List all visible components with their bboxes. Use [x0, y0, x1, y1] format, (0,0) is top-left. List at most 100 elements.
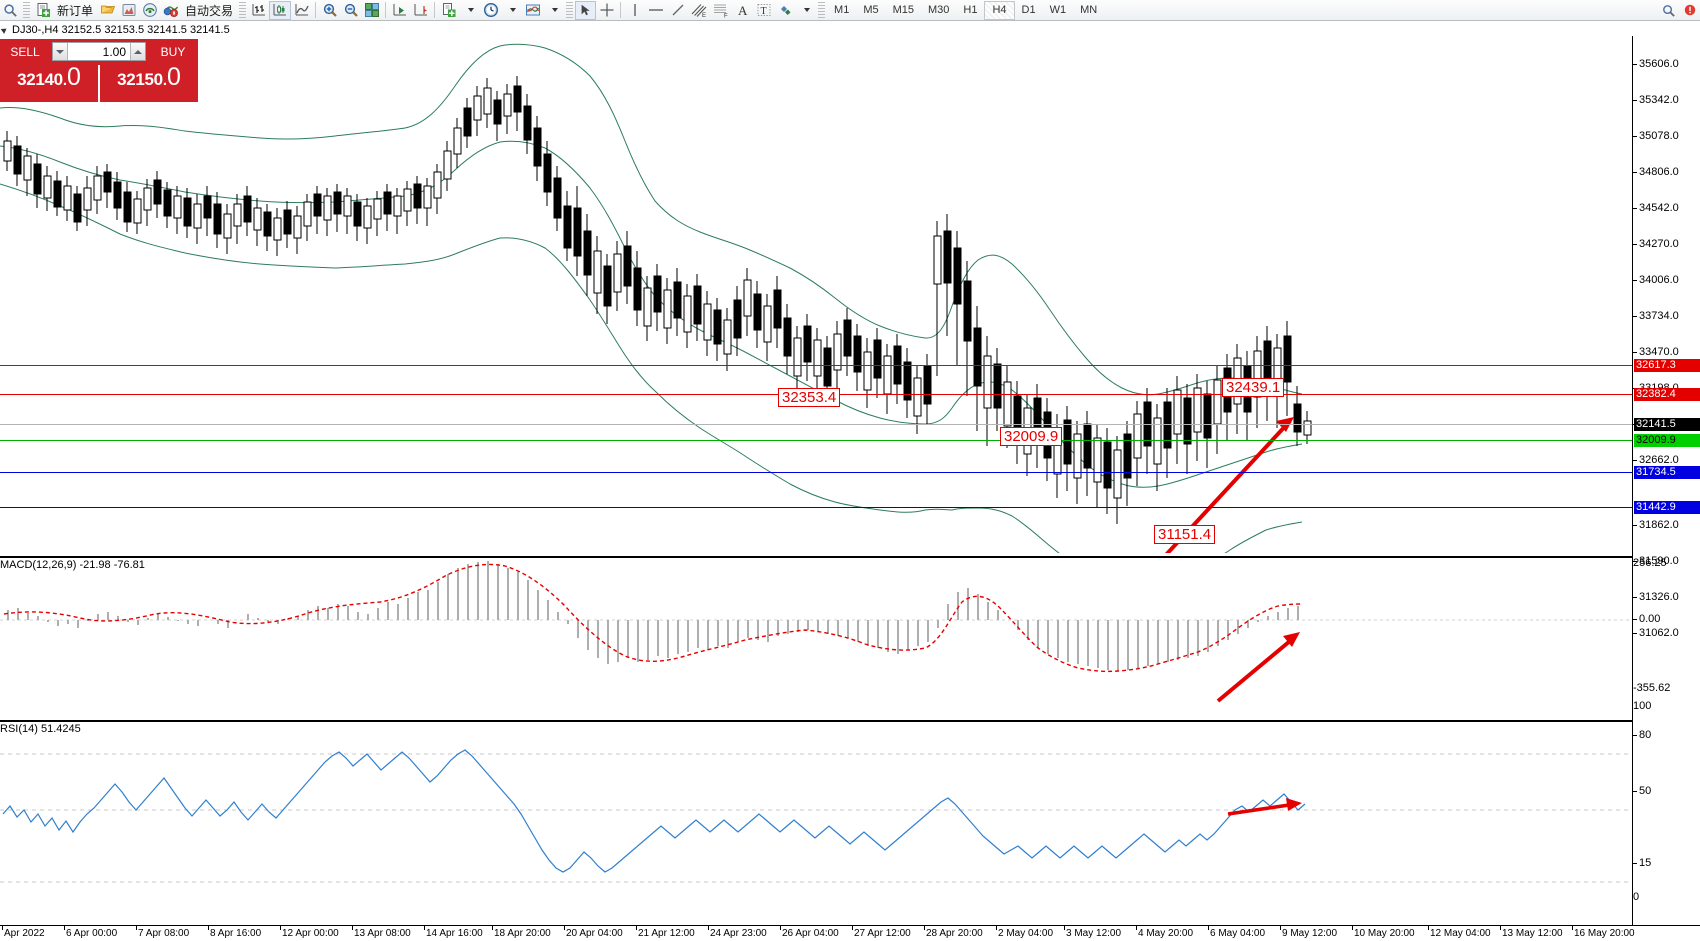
timeframe-w1[interactable]: W1 [1049, 4, 1067, 16]
trendline-icon[interactable] [667, 1, 688, 20]
help-icon[interactable] [1658, 1, 1679, 20]
buy-price-decimal: 0 [167, 63, 181, 91]
period-dropdown-icon[interactable] [501, 1, 522, 20]
time-label: 13 Apr 08:00 [354, 928, 411, 939]
scroll-end-icon[interactable] [389, 1, 410, 20]
new-order-label[interactable]: 新订单 [57, 3, 94, 18]
buy-price[interactable]: 32150 . 0 [100, 65, 198, 102]
vertical-line-icon[interactable] [624, 1, 645, 20]
rsi-axis-tick: 50 [1633, 786, 1651, 797]
price-badge-ask[interactable]: 32617.3 [1634, 359, 1700, 372]
annotation-32439[interactable]: 32439.1 [1222, 378, 1285, 397]
price-badge-sl[interactable]: 31734.5 [1634, 466, 1700, 479]
chart-shift-icon[interactable] [410, 1, 431, 20]
equidistant-channel-icon[interactable]: E [688, 1, 710, 20]
price-badge-level[interactable]: 32382.4 [1634, 388, 1700, 401]
line-chart-icon[interactable] [291, 1, 312, 20]
time-label: 6 May 04:00 [1210, 928, 1266, 939]
templates-dropdown-icon[interactable] [543, 1, 564, 20]
timeframe-m5[interactable]: M5 [863, 4, 879, 16]
bb-upper-band [0, 43, 1303, 396]
volume-value[interactable]: 1.00 [102, 44, 126, 59]
timeframe-m30[interactable]: M30 [928, 4, 950, 16]
price-badge-tp[interactable]: 31442.9 [1634, 501, 1700, 514]
toolbar-grip-3[interactable] [566, 1, 574, 19]
text-label-icon[interactable]: T [753, 1, 774, 20]
annotation-32009[interactable]: 32009.9 [1000, 427, 1063, 446]
profiles-icon[interactable] [118, 1, 139, 20]
folder-icon[interactable] [97, 1, 118, 20]
toolbar-grip[interactable] [23, 1, 30, 19]
volume-increment-button[interactable] [130, 43, 145, 60]
rsi-trend-arrow [1227, 798, 1302, 816]
price-badge-bid[interactable]: 32009.9 [1634, 434, 1700, 447]
buy-button[interactable]: BUY [160, 45, 186, 59]
macd-trend-arrow [1216, 632, 1300, 703]
volume-decrement-button[interactable] [53, 43, 68, 60]
bar-chart-icon[interactable] [248, 1, 269, 20]
level-line-31442 [0, 507, 1632, 508]
chevron-up-icon [134, 49, 142, 54]
crosshair-icon[interactable] [596, 1, 617, 20]
search-icon[interactable] [0, 1, 21, 20]
sell-button[interactable]: SELL [10, 45, 40, 59]
new-order-icon[interactable] [32, 1, 53, 20]
time-label: 26 Apr 04:00 [782, 928, 839, 939]
timeframe-h4[interactable]: H4 [984, 0, 1015, 20]
autotrade-label[interactable]: 自动交易 [185, 3, 234, 18]
timeframe-h1[interactable]: H1 [963, 4, 978, 16]
templates-icon[interactable] [522, 1, 543, 20]
toolbar-divider [315, 2, 317, 18]
annotation-31151[interactable]: 31151.4 [1154, 525, 1216, 544]
period-icon[interactable] [480, 1, 501, 20]
rsi-axis-tick: 100 [1633, 700, 1652, 712]
axis-tick: 31862.0 [1633, 520, 1679, 531]
toolbar-grip-2[interactable] [239, 1, 247, 19]
zoom-out-icon[interactable] [340, 1, 361, 20]
toolbar-grip-4[interactable] [818, 1, 826, 19]
alert-indicator-icon[interactable] [1679, 1, 1700, 20]
annotation-32353[interactable]: 32353.4 [778, 388, 841, 407]
time-label: 9 May 12:00 [1282, 928, 1338, 939]
time-label: 10 May 20:00 [1354, 928, 1415, 939]
tile-windows-icon[interactable] [361, 1, 382, 20]
indicators-icon[interactable] [438, 1, 459, 20]
price-chart-svg [0, 43, 1312, 553]
volume-stepper[interactable]: 1.00 [52, 42, 146, 61]
bb-lower-band [0, 183, 1303, 553]
timeframe-m1[interactable]: M1 [834, 4, 850, 16]
rsi-pane[interactable]: RSI(14) 51.4245 [0, 720, 1632, 925]
horizontal-line-icon[interactable] [645, 1, 667, 20]
time-axis[interactable]: Apr 2022 6 Apr 00:00 7 Apr 08:00 8 Apr 1… [0, 925, 1700, 941]
chart-canvas[interactable]: 32353.4 32439.1 32009.9 31151.4 MACD(12,… [0, 36, 1700, 925]
autotrade-icon[interactable] [160, 1, 181, 20]
objects-icon[interactable] [774, 1, 795, 20]
candlestick-chart-icon[interactable] [269, 0, 292, 20]
axis-tick: 35342.0 [1633, 95, 1679, 106]
axis-tick: 33734.0 [1633, 311, 1679, 322]
price-pane[interactable]: 32353.4 32439.1 32009.9 31151.4 [0, 36, 1632, 553]
level-line-32617 [0, 365, 1632, 366]
cursor-icon[interactable] [575, 0, 597, 20]
price-axis[interactable]: 35606.0 35342.0 35078.0 34806.0 34542.0 … [1632, 36, 1700, 925]
timeframe-d1[interactable]: D1 [1021, 4, 1036, 16]
fibonacci-icon[interactable]: F [710, 1, 732, 20]
macd-pane[interactable]: MACD(12,26,9) -21.98 -76.81 [0, 556, 1632, 718]
time-label: 16 May 20:00 [1574, 928, 1635, 939]
network-icon[interactable] [139, 1, 160, 20]
sell-price-separator: . [62, 72, 68, 89]
axis-tick: 35078.0 [1633, 131, 1679, 142]
indicators-dropdown-icon[interactable] [459, 1, 480, 20]
text-icon[interactable]: A [732, 1, 753, 20]
svg-text:A: A [738, 3, 748, 18]
objects-dropdown-icon[interactable] [795, 1, 816, 20]
time-label: 21 Apr 12:00 [638, 928, 695, 939]
timeframe-m15[interactable]: M15 [892, 4, 914, 16]
sell-price[interactable]: 32140 . 0 [0, 65, 98, 102]
zoom-in-icon[interactable] [319, 1, 340, 20]
time-label: 18 Apr 20:00 [494, 928, 551, 939]
svg-text:F: F [724, 14, 728, 19]
timeframe-mn[interactable]: MN [1080, 4, 1098, 16]
price-badge-last[interactable]: 32141.5 [1634, 418, 1700, 431]
one-click-trading-panel[interactable]: SELL 1.00 BUY 32140 . 0 32150 . 0 [0, 39, 198, 102]
